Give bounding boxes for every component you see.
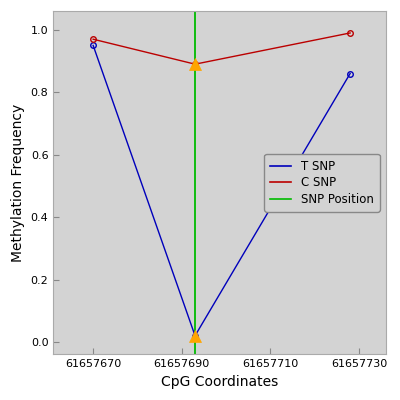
X-axis label: CpG Coordinates: CpG Coordinates <box>161 375 278 389</box>
Y-axis label: Methylation Frequency: Methylation Frequency <box>11 104 25 262</box>
Legend: T SNP, C SNP, SNP Position: T SNP, C SNP, SNP Position <box>264 154 380 212</box>
